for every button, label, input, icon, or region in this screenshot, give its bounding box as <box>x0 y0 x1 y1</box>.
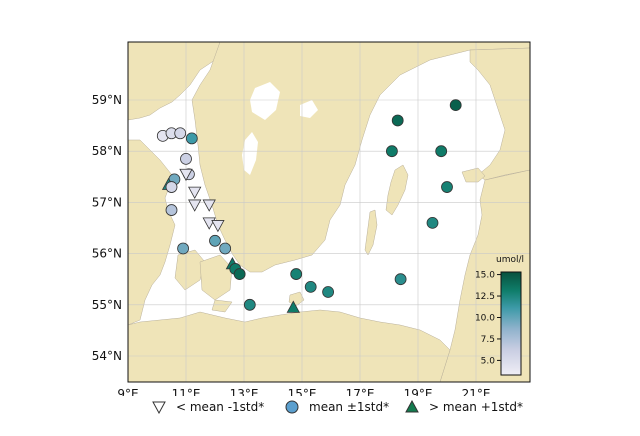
station-below-marker <box>211 220 225 233</box>
station-below-marker <box>202 199 216 212</box>
lon-tick-label: 15°E <box>288 387 317 396</box>
station-mean-marker <box>435 145 448 158</box>
lat-tick-label: 58°N <box>92 144 122 158</box>
station-mean-marker <box>391 114 404 127</box>
lat-ticks: 59°N 58°N 57°N 56°N 55°N 54°N <box>92 93 122 363</box>
legend-item-above: > mean +1std* <box>405 400 523 414</box>
legend: < mean -1std* mean ±1std* > mean +1std* <box>0 396 640 424</box>
colorbar-ramp <box>500 271 522 376</box>
station-below-marker <box>188 186 202 199</box>
lat-tick-label: 56°N <box>92 247 122 261</box>
station-mean-marker <box>441 181 453 193</box>
legend-label-below: < mean -1std* <box>176 400 265 414</box>
lon-tick-label: 13°E <box>230 387 259 396</box>
colorbar-ticks: 15.0 12.5 10.0 7.5 5.0 <box>475 271 501 366</box>
station-mean-marker <box>165 181 178 193</box>
lat-tick-label: 54°N <box>92 349 122 363</box>
station-mean-marker <box>322 286 335 298</box>
station-mean-marker <box>177 242 190 255</box>
colorbar-tick-label: 5.0 <box>481 356 496 366</box>
lon-tick-label: 17°E <box>346 387 375 396</box>
legend-item-below: < mean -1std* <box>152 400 264 414</box>
station-mean-marker <box>243 298 256 311</box>
legend-item-mean: mean ±1std* <box>285 400 389 414</box>
station-mean-marker <box>180 152 192 165</box>
station-mean-marker <box>426 216 439 229</box>
lakes <box>242 82 318 175</box>
lat-tick-label: 55°N <box>92 298 122 312</box>
station-mean-marker <box>304 280 317 293</box>
legend-label-mean: mean ±1std* <box>309 400 390 414</box>
station-mean-marker <box>174 127 187 140</box>
map-figure: 59°N 58°N 57°N 56°N 55°N 54°N 9°E 11°E 13°E 15°E… <box>92 41 531 396</box>
colorbar-tick-label: 10.0 <box>475 313 495 323</box>
colorbar-tick-label: 7.5 <box>481 335 495 345</box>
lon-tick-label: 21°E <box>462 387 491 396</box>
circle-icon <box>285 400 299 414</box>
legend-label-above: > mean +1std* <box>429 400 523 414</box>
station-mean-marker <box>449 99 462 112</box>
station-mean-marker <box>394 273 407 286</box>
lon-ticks: 9°E 11°E 13°E 15°E 17°E 19°E 21°E <box>117 387 490 396</box>
station-mean-marker <box>219 242 232 255</box>
colorbar-tick-label: 12.5 <box>475 292 495 302</box>
lat-tick-label: 57°N <box>92 195 122 209</box>
station-below-marker <box>179 168 193 182</box>
map-frame <box>127 41 531 383</box>
station-mean-marker <box>165 204 178 216</box>
lon-tick-label: 9°E <box>117 387 138 396</box>
station-mean-marker <box>385 145 398 158</box>
triangle-down-icon <box>152 401 166 414</box>
colorbar: umol/l 15.0 12.5 10.0 7.5 5.0 <box>475 255 524 376</box>
colorbar-tick-label: 15.0 <box>475 271 495 281</box>
triangle-up-icon <box>405 400 419 413</box>
station-mean-marker <box>290 268 303 280</box>
station-above-marker <box>286 300 300 313</box>
lon-tick-label: 11°E <box>172 387 201 396</box>
lat-tick-label: 59°N <box>92 93 122 107</box>
station-mean-marker <box>185 132 198 145</box>
station-below-marker <box>188 199 202 212</box>
lon-tick-label: 19°E <box>404 387 433 396</box>
stations <box>156 99 462 313</box>
colorbar-title: umol/l <box>496 255 524 265</box>
station-mean-marker <box>209 234 221 247</box>
station-mean-marker <box>233 268 246 280</box>
